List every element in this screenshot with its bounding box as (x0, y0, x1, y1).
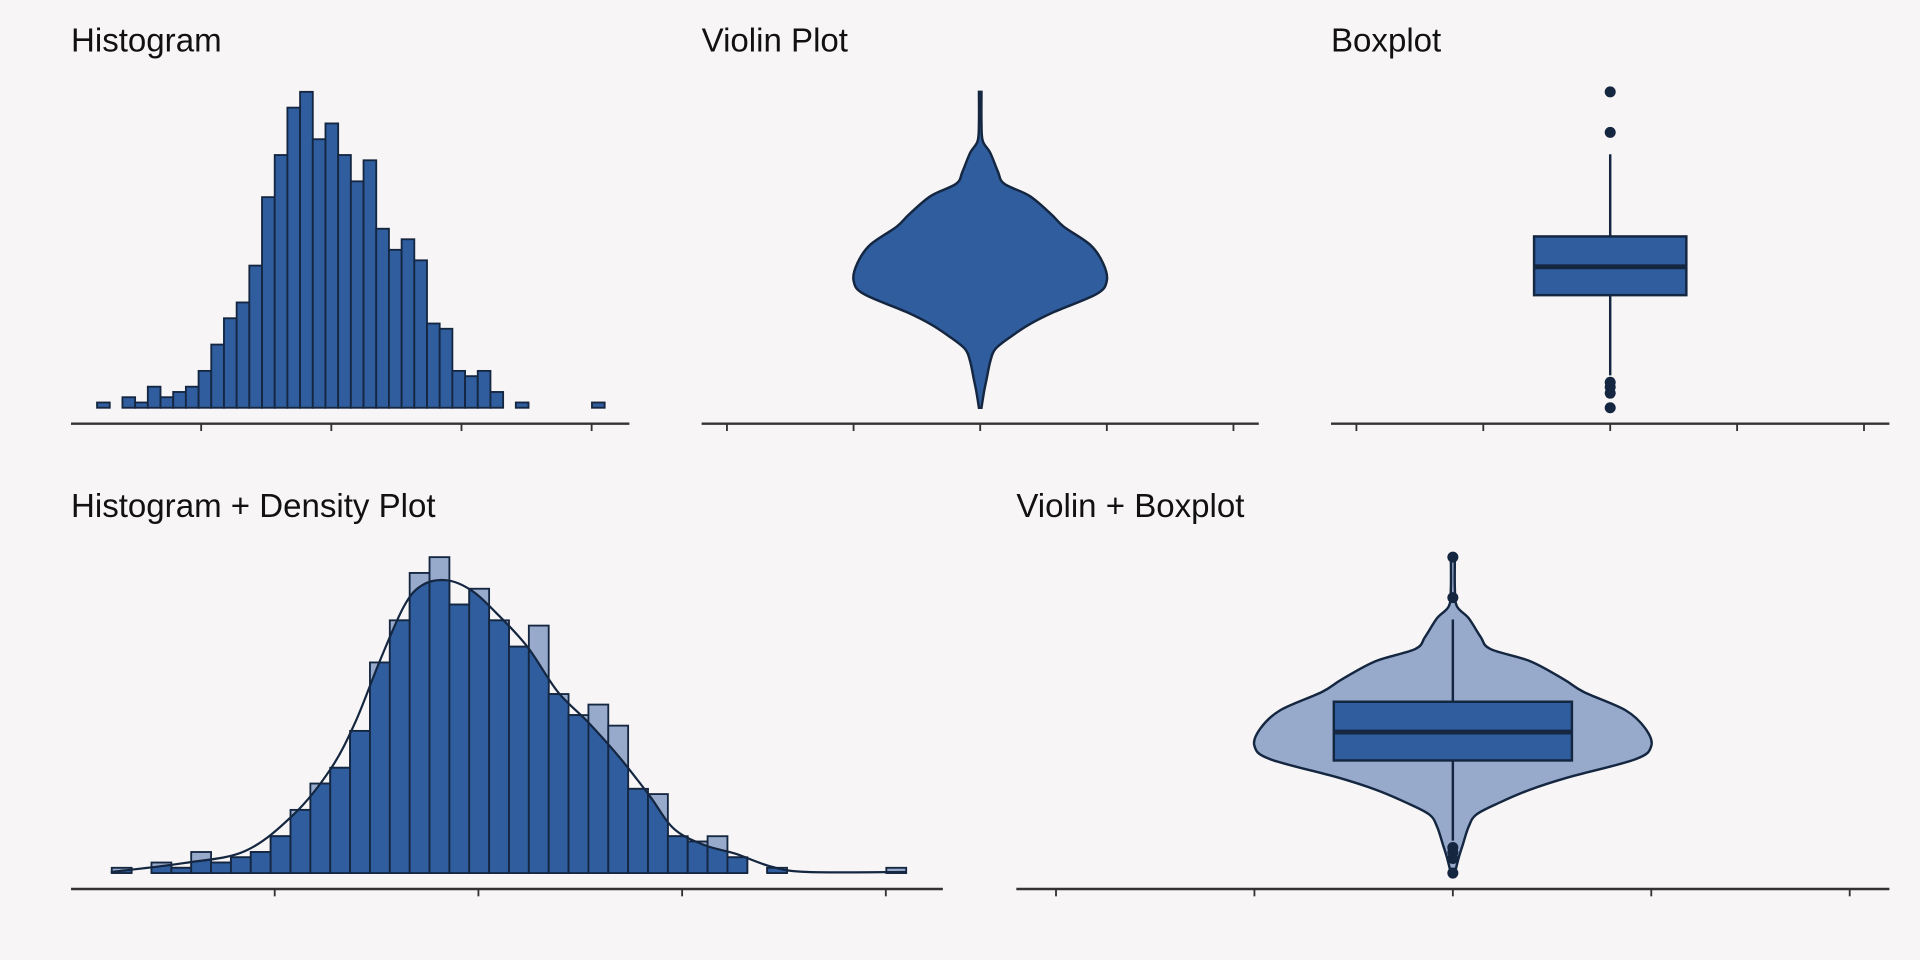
bar-under-density (468, 587, 491, 874)
density-fill (110, 580, 907, 874)
bar-under-density (309, 782, 332, 874)
bar-under-density (369, 661, 391, 874)
chart-title: Boxplot (1331, 23, 1441, 60)
bar-under-density (249, 851, 272, 874)
violin (852, 90, 1109, 409)
bar (210, 343, 225, 409)
bar (451, 369, 466, 409)
flier (1604, 402, 1616, 414)
bar (349, 180, 365, 409)
bar-under-density (627, 787, 649, 874)
bar-under-density (666, 835, 689, 874)
bar (464, 375, 479, 409)
bar (388, 248, 403, 409)
bar-under-density (488, 619, 510, 874)
bar (223, 317, 238, 409)
chart-title: Violin Plot (702, 23, 848, 60)
flier (1447, 551, 1459, 563)
bar (514, 401, 530, 409)
bar-under-density (567, 714, 590, 874)
bar (438, 327, 454, 409)
bar-under-density (508, 645, 530, 874)
bar (197, 369, 213, 409)
bar (489, 391, 505, 409)
bar (337, 154, 352, 409)
density-line (110, 578, 907, 874)
flier (1604, 387, 1616, 399)
flier (1447, 592, 1459, 604)
bar (362, 159, 378, 409)
bar (413, 259, 428, 409)
bar (159, 396, 175, 409)
bar-under-density (726, 856, 749, 874)
flier (1604, 86, 1616, 98)
bar (172, 391, 187, 409)
bar (235, 301, 251, 409)
flier (1447, 852, 1459, 864)
bar (121, 396, 137, 409)
bar-under-density (329, 766, 352, 874)
bar (299, 90, 314, 409)
bar-under-density (448, 603, 471, 874)
bar (134, 401, 149, 409)
bar-under-density (428, 580, 451, 874)
bar-under-density (170, 866, 193, 874)
bar-under-density (547, 693, 570, 874)
bar (426, 322, 441, 409)
bar-under-density (210, 861, 232, 874)
bar (96, 401, 111, 409)
bar-under-density (269, 835, 292, 874)
flier (1604, 126, 1616, 138)
bar (261, 196, 276, 409)
bar (324, 122, 340, 409)
bar-under-density (230, 856, 252, 874)
bar (375, 227, 390, 409)
bar (146, 385, 162, 409)
chart-title: Histogram + Density Plot (71, 488, 436, 525)
chart-title: Violin + Boxplot (1016, 488, 1244, 525)
bar-under-density (388, 619, 411, 874)
bar (311, 138, 327, 409)
bar (476, 369, 492, 409)
flier (1447, 867, 1459, 879)
bar (400, 238, 416, 409)
chart-title: Histogram (71, 23, 222, 60)
bar (248, 264, 263, 409)
bar (273, 154, 289, 409)
bar (184, 385, 200, 409)
bar (286, 106, 302, 409)
bar-under-density (289, 808, 312, 874)
bar (591, 401, 606, 409)
bar-under-density (349, 729, 371, 874)
bar-under-density (408, 580, 431, 874)
